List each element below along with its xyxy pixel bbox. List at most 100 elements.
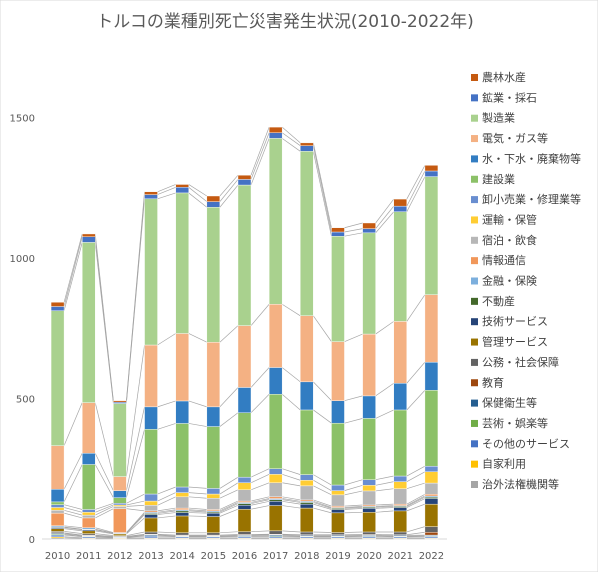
bar-segment: [362, 490, 376, 506]
bar-segment: [175, 492, 189, 498]
series-line: [250, 498, 270, 503]
bar-segment: [206, 342, 221, 408]
legend-label: その他のサービス: [482, 437, 570, 450]
series-line: [219, 504, 239, 514]
bar-segment: [206, 207, 221, 343]
bar-segment: [82, 464, 96, 510]
series-line: [313, 502, 332, 509]
series-line: [282, 534, 301, 536]
bar-2017: [268, 126, 283, 540]
series-line: [375, 321, 394, 335]
bar-segment: [144, 514, 158, 519]
series-line: [250, 499, 270, 504]
series-line: [63, 233, 83, 303]
series-line: [344, 395, 363, 402]
legend-swatch: [471, 94, 478, 102]
bar-segment: [113, 490, 127, 498]
bar-segment: [393, 321, 407, 384]
series-line: [313, 381, 332, 401]
legend-swatch: [471, 440, 478, 448]
series-line: [219, 508, 239, 517]
series-line: [94, 233, 114, 401]
bar-segment: [237, 476, 252, 483]
series-line: [64, 534, 83, 538]
bar-2012: [113, 400, 127, 540]
legend-label: 情報通信: [482, 254, 526, 267]
bar-segment: [268, 126, 283, 133]
bar-segment: [206, 426, 221, 489]
series-line: [64, 533, 83, 537]
x-tick-label: 2020: [356, 551, 381, 562]
bar-segment: [268, 505, 283, 532]
bar-segment: [144, 344, 158, 408]
series-line: [126, 513, 145, 534]
series-line: [344, 490, 363, 496]
bar-segment: [50, 302, 65, 307]
bar-2020: [362, 222, 376, 540]
series-line: [375, 475, 394, 481]
series-line: [406, 390, 426, 411]
bar-segment: [393, 211, 407, 322]
series-line: [219, 412, 239, 427]
series-line: [188, 192, 208, 208]
bar-segment: [424, 361, 439, 391]
x-tick-label: 2018: [294, 551, 319, 562]
series-line: [406, 294, 426, 322]
series-line: [282, 530, 301, 533]
series-line: [219, 503, 239, 513]
series-line: [95, 533, 114, 536]
bar-segment: [424, 536, 439, 539]
series-line: [250, 138, 270, 186]
series-line: [406, 526, 426, 533]
bar-segment: [50, 507, 65, 511]
bar-2016: [237, 175, 252, 540]
bar-segment: [424, 526, 439, 533]
bar-segment: [393, 481, 407, 489]
legend-swatch: [471, 358, 478, 366]
legend-swatch: [471, 196, 478, 204]
legend-item: 卸小売業・修理業等: [471, 192, 581, 206]
legend-label: 芸術・娯楽等: [482, 416, 548, 430]
series-line: [375, 503, 394, 506]
legend-label: 卸小売業・修理業等: [482, 192, 581, 206]
legend-item: 不動産: [471, 294, 515, 308]
legend-item: 公務・社会保障: [471, 355, 559, 369]
series-line: [63, 504, 83, 510]
bar-segment: [50, 445, 65, 490]
series-line: [312, 142, 332, 228]
bar-segment: [82, 512, 96, 516]
series-line: [344, 228, 363, 233]
legend-swatch: [471, 399, 478, 407]
legend-label: 鉱業・採石: [482, 90, 537, 104]
legend-item: 建設業: [471, 172, 515, 186]
bar-segment: [331, 509, 345, 514]
legend-label: 治外法権機関等: [482, 477, 559, 491]
bar-segment: [300, 499, 314, 502]
series-line: [344, 531, 363, 533]
bar-segment: [268, 501, 283, 506]
series-line: [126, 504, 145, 507]
series-line: [126, 533, 145, 537]
legend-swatch: [471, 236, 478, 244]
bar-segment: [206, 532, 221, 536]
series-line: [157, 184, 176, 193]
bar-segment: [393, 488, 407, 505]
series-line: [126, 512, 145, 533]
series-line: [250, 367, 270, 388]
bar-segment: [268, 482, 283, 498]
legend-item: 製造業: [471, 111, 515, 125]
bar-segment: [362, 232, 376, 335]
series-line: [406, 482, 426, 490]
bar-segment: [331, 512, 345, 533]
series-line: [188, 423, 207, 427]
legend-item: 情報通信: [471, 254, 526, 267]
series-line: [313, 315, 332, 342]
bar-segment: [206, 498, 221, 510]
series-line: [63, 236, 83, 307]
legend-swatch: [471, 114, 478, 122]
bar-segment: [113, 476, 127, 491]
bar-segment: [362, 485, 376, 492]
x-tick-label: 2010: [45, 551, 70, 562]
series-line: [126, 531, 145, 536]
x-tick-label: 2016: [232, 551, 257, 562]
